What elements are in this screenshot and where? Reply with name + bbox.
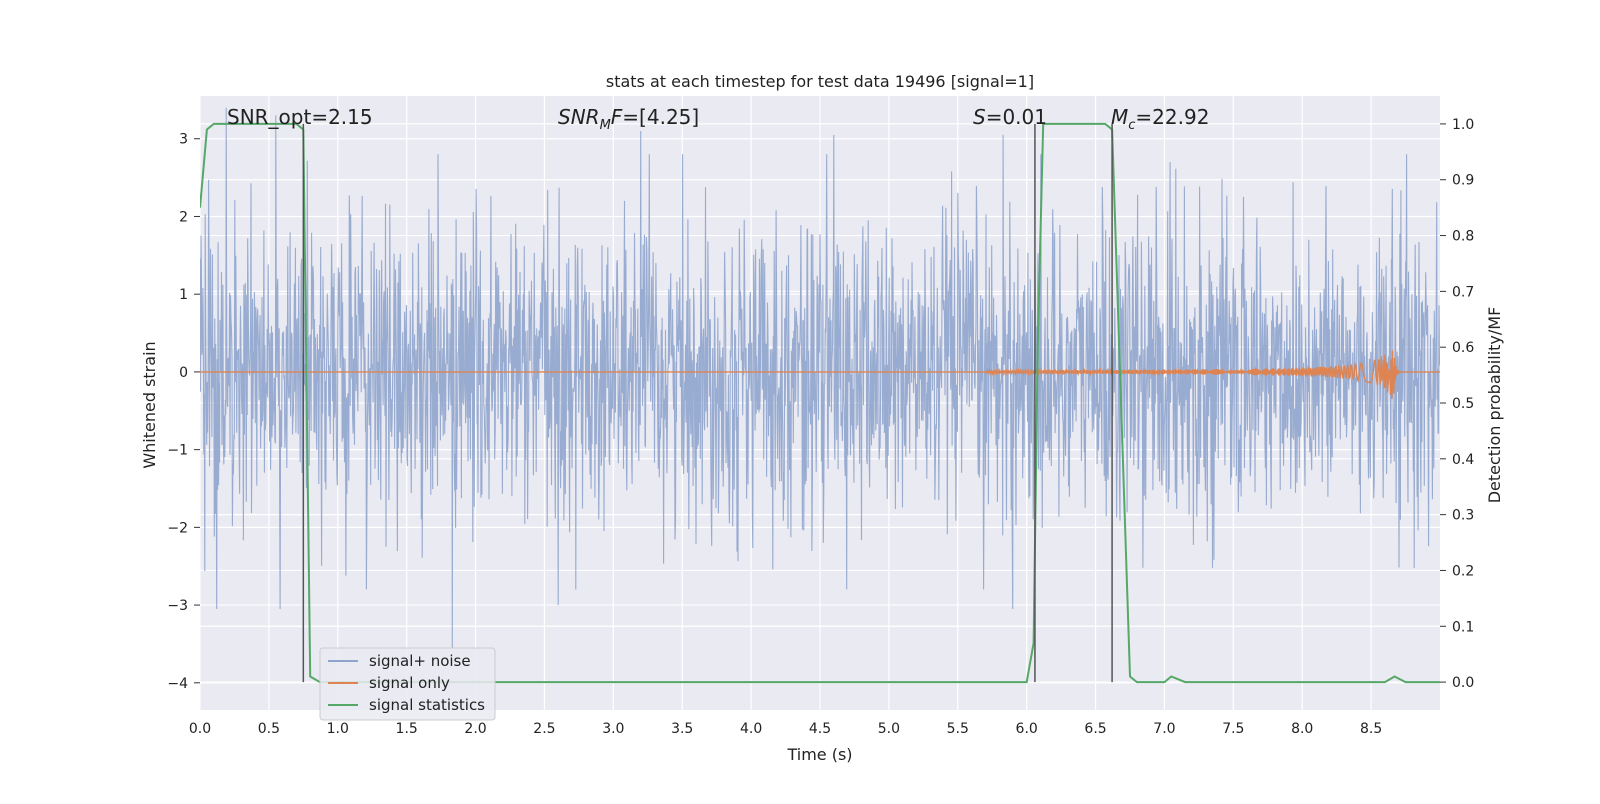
- x-tick-label: 0.5: [258, 721, 280, 737]
- y-axis-label: Whitened strain: [140, 341, 159, 468]
- legend-label-signal-statistics: signal statistics: [369, 696, 485, 714]
- tick-labels: 0.0 0.5 1.0 1.5 2.0 2.5 3.0 3.5 4.0 4.5 5.0 5.5 6.0 6…: [167, 117, 1474, 737]
- annotation-s: S=0.01: [973, 105, 1047, 129]
- series-signal-statistics: [200, 122, 1440, 684]
- series-signal-only: [200, 350, 1440, 399]
- x-tick-label: 1.0: [327, 721, 349, 737]
- x-tick-label: 6.0: [1016, 721, 1038, 737]
- y-tick-label: 1: [179, 287, 188, 303]
- y2-tick-label: 0.2: [1452, 563, 1474, 579]
- x-tick-label: 8.0: [1291, 721, 1313, 737]
- x-axis-label: Time (s): [786, 745, 852, 764]
- x-tick-label: 3.5: [671, 721, 693, 737]
- y2-tick-label: 0.4: [1452, 452, 1474, 468]
- x-tick-label: 1.5: [396, 721, 418, 737]
- x-tick-label: 2.0: [464, 721, 486, 737]
- x-tick-label: 6.5: [1084, 721, 1106, 737]
- y2-tick-label: 0.5: [1452, 396, 1474, 412]
- annotation-mc: Mc=22.92: [1111, 105, 1209, 133]
- y2-axis-label: Detection probability/MF: [1485, 307, 1504, 504]
- annotation-snr-opt: SNR_opt=2.15: [227, 105, 373, 129]
- x-tick-label: 2.5: [533, 721, 555, 737]
- y2-tick-label: 0.3: [1452, 508, 1474, 524]
- y-tick-label: −2: [167, 520, 188, 536]
- series-signal-noise: [200, 107, 1440, 648]
- x-tick-label: 5.5: [947, 721, 969, 737]
- y2-tick-label: 0.6: [1452, 340, 1474, 356]
- legend-box: [319, 647, 496, 721]
- annotation-snr-mf: SNRMF=[4.25]: [558, 105, 699, 133]
- x-tick-label: 4.0: [740, 721, 762, 737]
- y-tick-label: −1: [167, 443, 188, 459]
- y2-tick-label: 0.0: [1452, 675, 1474, 691]
- y-tick-label: 3: [179, 132, 188, 148]
- x-tick-label: 5.0: [878, 721, 900, 737]
- y-tick-label: −4: [167, 676, 188, 692]
- x-tick-label: 7.0: [1153, 721, 1175, 737]
- y-tick-label: 2: [179, 209, 188, 225]
- x-tick-label: 4.5: [809, 721, 831, 737]
- vertical-markers: [302, 123, 1113, 683]
- y2-tick-label: 0.9: [1452, 173, 1474, 189]
- y2-tick-label: 0.7: [1452, 284, 1474, 300]
- legend: signal+ noise signal only signal statist…: [319, 647, 496, 721]
- x-tick-label: 0.0: [189, 721, 211, 737]
- y-tick-label: 0: [179, 365, 188, 381]
- x-tick-label: 7.5: [1222, 721, 1244, 737]
- y-tick-label: −3: [167, 598, 188, 614]
- x-tick-label: 3.0: [602, 721, 624, 737]
- legend-label-signal-only: signal only: [369, 674, 450, 692]
- y2-tick-label: 0.8: [1452, 229, 1474, 245]
- y2-tick-label: 1.0: [1452, 117, 1474, 133]
- chart-title: stats at each timestep for test data 194…: [606, 72, 1034, 91]
- x-tick-label: 8.5: [1360, 721, 1382, 737]
- data-layer: [200, 107, 1440, 684]
- y2-tick-label: 0.1: [1452, 619, 1474, 635]
- legend-label-signal-noise: signal+ noise: [369, 652, 471, 670]
